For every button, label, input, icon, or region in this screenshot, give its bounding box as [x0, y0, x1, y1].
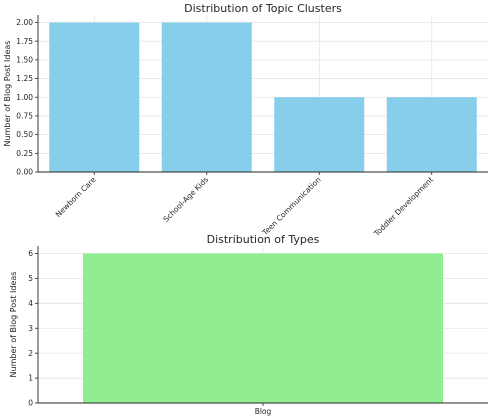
y-tick-label: 1 — [28, 374, 33, 383]
bars — [83, 253, 443, 403]
y-tick-label: 0.75 — [16, 112, 33, 121]
x-tick-label: Newborn Care — [54, 175, 98, 219]
x-tick-label: Blog — [255, 407, 272, 416]
y-axis-label: Number of Blog Post Ideas — [3, 41, 12, 147]
y-tick-label: 2.00 — [16, 18, 33, 27]
y-ticks: 0.00 0.25 0.50 0.75 1.00 1.25 1.50 1.75 2.00 — [16, 18, 38, 177]
y-tick-label: 1.00 — [16, 93, 33, 102]
y-tick-label: 4 — [28, 299, 33, 308]
chart-types: Distribution of Types Number of Blog Pos… — [9, 233, 488, 416]
y-tick-label: 5 — [28, 274, 33, 283]
bar-toddler-development — [386, 97, 477, 172]
y-tick-label: 6 — [28, 249, 33, 258]
chart-title: Distribution of Topic Clusters — [184, 2, 342, 15]
y-tick-label: 0.00 — [16, 168, 33, 177]
chart-title: Distribution of Types — [207, 233, 320, 246]
x-tick-label: Teen Communication — [260, 175, 323, 238]
y-axis-label: Number of Blog Post Ideas — [9, 272, 18, 378]
y-ticks: 0 1 2 3 4 5 6 — [28, 249, 38, 408]
bar-school-age-kids — [161, 22, 252, 172]
y-tick-label: 0.25 — [16, 149, 33, 158]
y-tick-label: 1.25 — [16, 74, 33, 83]
x-ticks: Newborn Care School-Age Kids Teen Communic… — [54, 172, 435, 239]
x-ticks: Blog — [255, 403, 272, 416]
y-tick-label: 0.50 — [16, 130, 33, 139]
y-tick-label: 2 — [28, 349, 33, 358]
x-tick-label: Toddler Development — [371, 175, 435, 239]
bar-newborn-care — [49, 22, 140, 172]
y-tick-label: 0 — [28, 399, 33, 408]
bars — [49, 22, 477, 172]
chart-topic-clusters: Distribution of Topic Clusters Number of… — [3, 2, 488, 239]
y-tick-label: 3 — [28, 324, 33, 333]
bar-teen-communication — [274, 97, 365, 172]
bar-blog — [83, 253, 443, 403]
y-tick-label: 1.75 — [16, 37, 33, 46]
y-tick-label: 1.50 — [16, 55, 33, 64]
x-tick-label: School-Age Kids — [161, 175, 210, 224]
